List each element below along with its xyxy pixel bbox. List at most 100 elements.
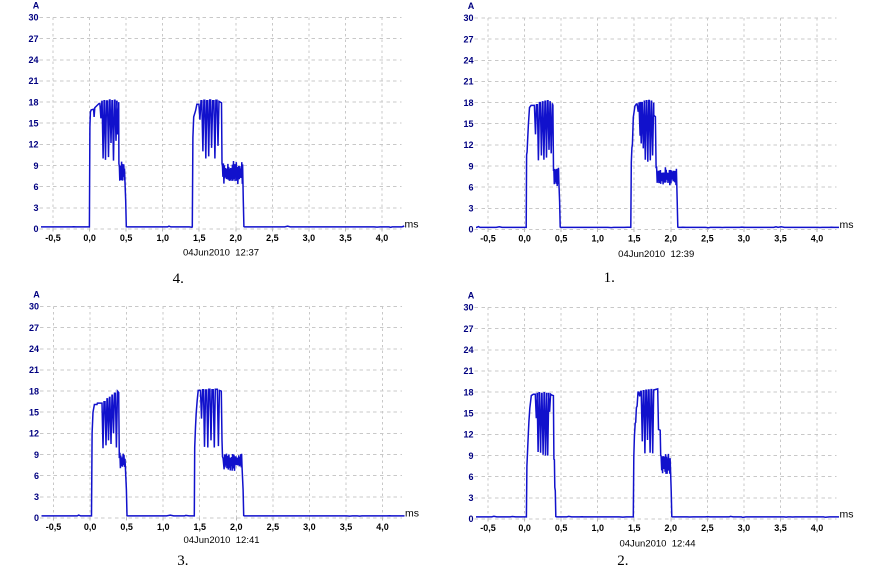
svg-text:30: 30 (28, 13, 38, 23)
svg-text:6: 6 (34, 471, 39, 481)
svg-text:15: 15 (463, 409, 473, 419)
svg-text:6: 6 (33, 182, 38, 192)
svg-text:27: 27 (28, 34, 38, 44)
svg-text:24: 24 (28, 55, 38, 65)
svg-text:3,5: 3,5 (774, 234, 787, 244)
svg-text:-0,5: -0,5 (480, 234, 496, 244)
svg-text:3,5: 3,5 (339, 233, 352, 243)
svg-text:0,5: 0,5 (120, 522, 133, 532)
svg-text:4,0: 4,0 (376, 233, 389, 243)
svg-text:30: 30 (29, 302, 39, 312)
svg-text:15: 15 (29, 408, 39, 418)
svg-text:0: 0 (34, 513, 39, 523)
svg-text:A: A (468, 1, 475, 11)
svg-text:2,0: 2,0 (665, 234, 678, 244)
svg-text:3,5: 3,5 (340, 522, 353, 532)
svg-text:9: 9 (468, 451, 473, 461)
svg-text:4,0: 4,0 (811, 523, 824, 533)
svg-text:30: 30 (463, 303, 473, 313)
svg-text:3: 3 (468, 204, 473, 214)
svg-text:2,0: 2,0 (665, 523, 678, 533)
svg-text:24: 24 (29, 344, 39, 354)
svg-text:1,0: 1,0 (591, 523, 604, 533)
svg-text:24: 24 (463, 345, 473, 355)
svg-text:4,0: 4,0 (811, 234, 824, 244)
svg-text:9: 9 (34, 450, 39, 460)
svg-text:ms: ms (840, 219, 854, 231)
svg-text:3: 3 (33, 203, 38, 213)
svg-text:2,0: 2,0 (230, 522, 243, 532)
svg-text:04Jun2010 12:44: 04Jun2010 12:44 (619, 539, 695, 550)
svg-text:0,0: 0,0 (84, 522, 97, 532)
svg-text:04Jun2010 12:37: 04Jun2010 12:37 (183, 247, 259, 258)
svg-text:2,0: 2,0 (230, 233, 243, 243)
svg-text:04Jun2010 12:39: 04Jun2010 12:39 (618, 249, 694, 260)
svg-text:1.: 1. (604, 270, 615, 286)
svg-text:18: 18 (463, 98, 473, 108)
svg-text:4.: 4. (173, 271, 184, 287)
svg-text:21: 21 (463, 77, 473, 87)
svg-text:2,5: 2,5 (267, 522, 280, 532)
svg-text:6: 6 (468, 182, 473, 192)
svg-text:3,0: 3,0 (738, 234, 751, 244)
svg-text:12: 12 (29, 429, 39, 439)
svg-text:12: 12 (28, 140, 38, 150)
svg-text:6: 6 (468, 472, 473, 482)
svg-text:1,5: 1,5 (628, 234, 641, 244)
svg-text:04Jun2010 12:41: 04Jun2010 12:41 (183, 535, 259, 546)
svg-text:1,5: 1,5 (193, 522, 206, 532)
svg-text:15: 15 (463, 119, 473, 129)
svg-text:2.: 2. (617, 553, 628, 569)
svg-text:3,0: 3,0 (303, 233, 316, 243)
svg-text:-0,5: -0,5 (480, 523, 496, 533)
svg-text:3,5: 3,5 (774, 523, 787, 533)
svg-text:3: 3 (34, 492, 39, 502)
svg-text:0,0: 0,0 (518, 523, 531, 533)
svg-text:12: 12 (463, 140, 473, 150)
svg-text:1,0: 1,0 (156, 233, 169, 243)
svg-text:3.: 3. (177, 553, 188, 569)
svg-text:27: 27 (463, 324, 473, 334)
svg-text:0: 0 (468, 514, 473, 524)
svg-text:18: 18 (28, 97, 38, 107)
svg-text:2,5: 2,5 (701, 523, 714, 533)
svg-text:4,0: 4,0 (376, 522, 389, 532)
svg-text:0,0: 0,0 (518, 234, 531, 244)
svg-text:12: 12 (463, 430, 473, 440)
svg-text:0,0: 0,0 (83, 233, 96, 243)
svg-text:-0,5: -0,5 (46, 522, 62, 532)
svg-text:15: 15 (28, 119, 38, 129)
svg-text:21: 21 (29, 365, 39, 375)
svg-text:0,5: 0,5 (555, 523, 568, 533)
svg-text:A: A (33, 290, 40, 300)
svg-text:3,0: 3,0 (303, 522, 316, 532)
svg-text:1,0: 1,0 (591, 234, 604, 244)
svg-text:-0,5: -0,5 (45, 233, 61, 243)
svg-text:27: 27 (29, 323, 39, 333)
svg-text:1,0: 1,0 (157, 522, 170, 532)
svg-text:0: 0 (468, 225, 473, 235)
svg-text:0,5: 0,5 (555, 234, 568, 244)
svg-text:3: 3 (468, 493, 473, 503)
svg-text:30: 30 (463, 13, 473, 23)
svg-text:1,5: 1,5 (193, 233, 206, 243)
svg-text:18: 18 (29, 386, 39, 396)
svg-text:21: 21 (463, 366, 473, 376)
svg-text:1,5: 1,5 (628, 523, 641, 533)
svg-text:A: A (468, 291, 475, 301)
svg-text:0,5: 0,5 (120, 233, 133, 243)
svg-text:2,5: 2,5 (266, 233, 279, 243)
svg-text:ms: ms (840, 509, 854, 521)
svg-text:9: 9 (468, 161, 473, 171)
svg-text:A: A (33, 1, 40, 11)
svg-text:24: 24 (463, 56, 473, 66)
svg-text:21: 21 (28, 76, 38, 86)
svg-text:ms: ms (405, 508, 419, 520)
svg-text:9: 9 (33, 161, 38, 171)
svg-text:3,0: 3,0 (738, 523, 751, 533)
svg-text:0: 0 (33, 224, 38, 234)
svg-text:ms: ms (405, 219, 419, 231)
svg-text:27: 27 (463, 34, 473, 44)
svg-text:2,5: 2,5 (701, 234, 714, 244)
svg-text:18: 18 (463, 387, 473, 397)
